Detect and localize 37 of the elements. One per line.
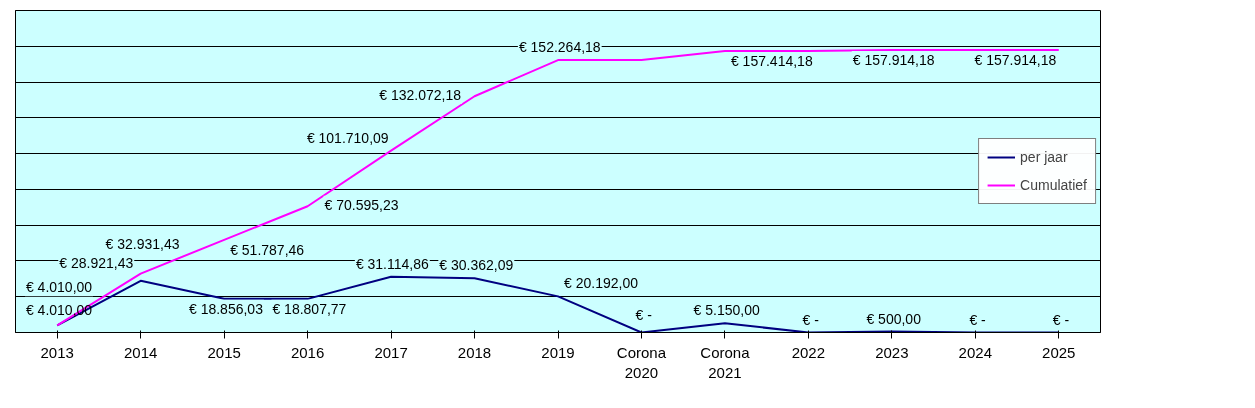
data-label: € 31.114,86 (355, 255, 430, 272)
data-label: € 30.362,09 (439, 257, 514, 274)
data-label: € 157.914,18 (852, 52, 935, 69)
data-label: € - (802, 311, 820, 328)
x-tick-label: 2014 (124, 343, 158, 361)
data-label: € 32.931,43 (105, 235, 180, 252)
data-label: € 51.787,46 (230, 241, 305, 258)
x-tick-label: 2022 (791, 343, 826, 361)
legend-label: per jaar (1020, 149, 1068, 165)
data-label: € - (635, 306, 653, 323)
data-label: € 500,00 (866, 310, 922, 327)
x-tick-label: 2017 (374, 343, 408, 361)
data-label: € 70.595,23 (324, 196, 399, 213)
data-label: € 152.264,18 (518, 39, 601, 56)
data-label: € 20.192,00 (564, 275, 639, 292)
data-label: € - (969, 311, 987, 328)
x-tick-label: 2023 (875, 343, 909, 361)
data-label: € 18.807,77 (272, 300, 347, 317)
data-label: € 18.856,03 (188, 300, 264, 317)
x-tick-label: 2019 (541, 343, 575, 361)
x-tick-label: 2025 (1042, 343, 1076, 361)
x-tick-label: 2013 (40, 343, 74, 361)
x-tick-label: 2018 (457, 343, 492, 361)
data-label: € 5.150,00 (693, 302, 761, 319)
data-label: € 28.921,43 (59, 254, 134, 271)
data-label: € 4.010,00 (25, 279, 93, 296)
data-label: € 132.072,18 (379, 86, 462, 103)
x-tick-label: 2016 (290, 343, 325, 361)
x-tick-label: Corona 2021 (700, 343, 751, 381)
x-tick-label: 2015 (207, 343, 241, 361)
data-label: € - (1052, 311, 1070, 328)
data-label: € 101.710,09 (306, 129, 389, 146)
data-label: € 157.414,18 (730, 52, 813, 69)
x-tick-label: 2024 (958, 343, 992, 361)
x-tick-label: Corona 2020 (616, 343, 667, 381)
data-label: € 157.914,18 (974, 52, 1057, 69)
legend-label: Cumulatief (1020, 177, 1087, 193)
